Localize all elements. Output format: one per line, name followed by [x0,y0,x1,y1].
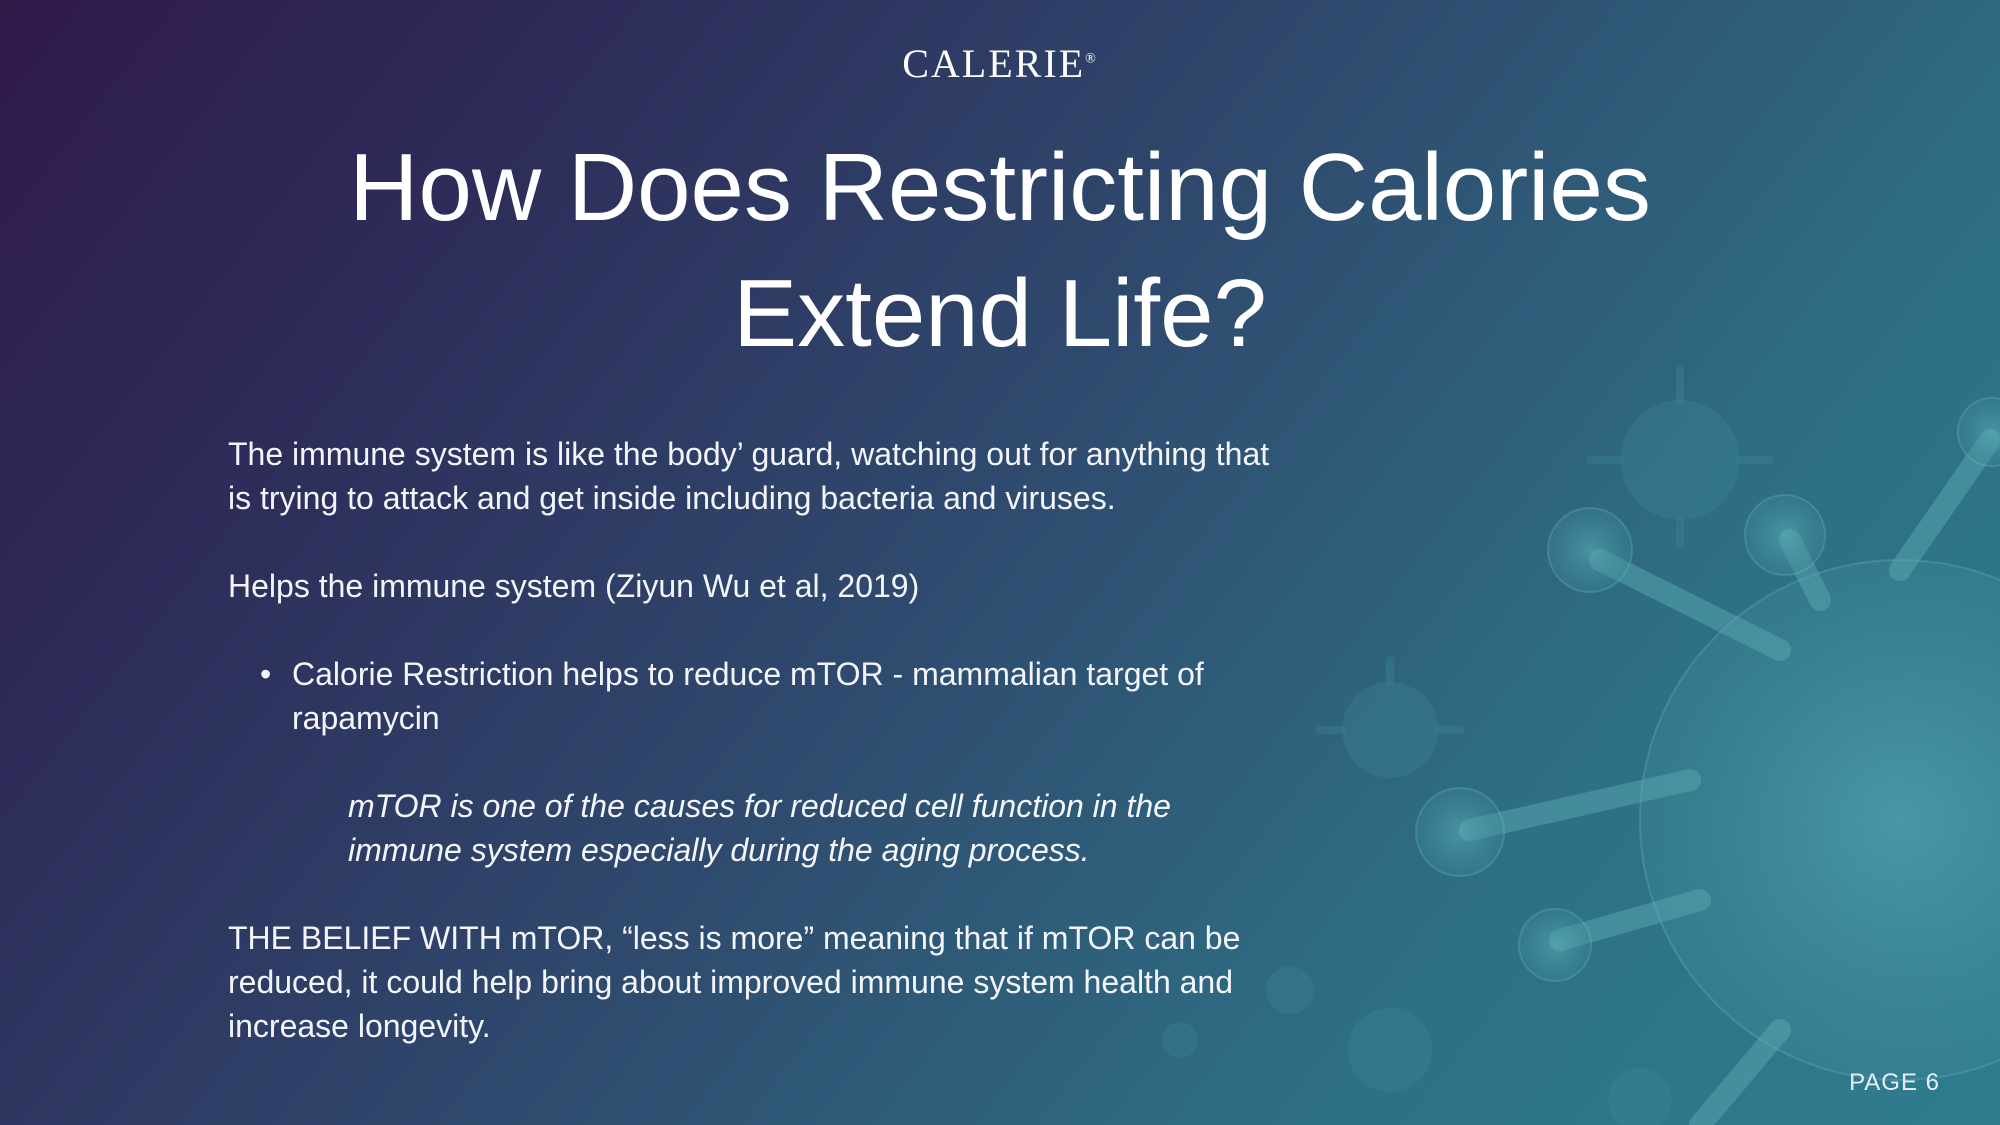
mtor-note: mTOR is one of the causes for reduced ce… [348,788,1171,868]
bullet-dot-icon: • [260,656,272,692]
page-title: How Does Restricting Calories Extend Lif… [300,125,1700,377]
helps-paragraph: Helps the immune system (Ziyun Wu et al,… [228,568,920,604]
registered-mark: ® [1085,51,1098,67]
bullet-text: Calorie Restriction helps to reduce mTOR… [292,656,1204,736]
bullet-item: • Calorie Restriction helps to reduce mT… [228,652,1288,740]
intro-paragraph: The immune system is like the body’ guar… [228,436,1270,516]
title-line-2: Extend Life? [733,260,1267,367]
title-line-1: How Does Restricting Calories [349,134,1651,241]
content-body: The immune system is like the body’ guar… [228,432,1288,1048]
page-number: PAGE 6 [1849,1069,1940,1096]
brand-name: CALERIE [902,41,1086,86]
belief-paragraph: THE BELIEF WITH mTOR, “less is more” mea… [228,920,1241,1044]
brand-logo: CALERIE® [0,40,2000,87]
